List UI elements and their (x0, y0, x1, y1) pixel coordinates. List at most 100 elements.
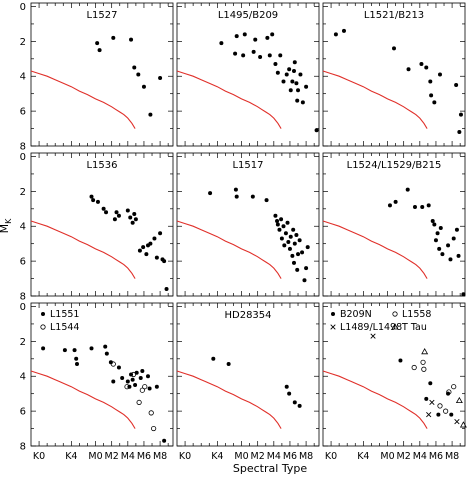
data-point (241, 53, 246, 58)
data-point (424, 65, 429, 70)
x-tick-label: M0 (234, 451, 248, 462)
data-point (164, 287, 169, 292)
data-point (421, 366, 427, 372)
data-point (451, 236, 456, 241)
y-axis-label: MK (0, 218, 13, 234)
data-point (258, 55, 263, 60)
data-point (287, 246, 292, 251)
data-point (393, 199, 398, 204)
reference-curve (30, 70, 136, 129)
x-tick-label: M4 (267, 451, 281, 462)
data-point (219, 41, 224, 46)
data-point (284, 72, 289, 77)
data-point (283, 231, 288, 236)
y-tick-label: 2 (20, 337, 26, 348)
data-point (129, 37, 134, 42)
data-point (304, 266, 309, 271)
data-point (142, 384, 148, 390)
y-tick-label: 0 (20, 2, 26, 13)
data-point (305, 245, 310, 250)
data-point (162, 259, 167, 264)
y-tick-label: 4 (20, 222, 26, 233)
data-point (154, 255, 159, 260)
data-point (406, 67, 411, 72)
data-point (133, 382, 138, 387)
panel-1: 0 2 4 6 8 L1527 (20, 2, 174, 153)
data-point (111, 35, 116, 40)
data-point (108, 360, 113, 365)
data-point (111, 379, 116, 384)
data-point (279, 217, 284, 222)
data-point (287, 391, 292, 396)
legend-marker (330, 324, 336, 330)
data-point (162, 438, 167, 443)
data-point (424, 396, 429, 401)
data-point (437, 72, 442, 77)
data-point (233, 51, 238, 56)
panel-frame (30, 302, 174, 447)
data-point (114, 210, 119, 215)
panel-6: L1524/L1529/B215 (322, 152, 466, 297)
data-point (284, 384, 289, 389)
data-point (437, 246, 442, 251)
data-point (436, 412, 441, 417)
data-point (370, 333, 376, 339)
data-point (158, 231, 163, 236)
panel-title: L1524/L1529/B215 (347, 160, 442, 171)
data-point (208, 191, 213, 196)
data-point (275, 219, 280, 224)
data-point (116, 213, 121, 218)
panel-title: L1517 (232, 160, 263, 171)
panel-frame (176, 2, 320, 147)
panel-title: L1495/B209 (218, 10, 278, 21)
x-tick-label: M2 (397, 451, 411, 462)
data-point (267, 53, 272, 58)
data-point (137, 248, 142, 253)
data-point (151, 425, 157, 432)
data-point (264, 198, 269, 203)
legend-label: L1544 (50, 322, 79, 333)
panel-5: L1517 (176, 152, 320, 297)
data-point (446, 389, 452, 395)
data-point (429, 93, 434, 98)
panel-title: HD28354 (224, 310, 271, 321)
data-point (97, 48, 102, 53)
data-point (281, 224, 286, 229)
data-point (428, 79, 433, 84)
data-point (294, 81, 299, 86)
data-point (314, 128, 319, 133)
data-point (412, 205, 417, 210)
x-tick-label: M8 (299, 451, 313, 462)
y-tick-label: 6 (20, 407, 26, 418)
reference-curve (322, 220, 428, 279)
data-point (433, 238, 438, 243)
data-point (449, 412, 454, 417)
x-tick-label: M6 (137, 451, 151, 462)
y-tick-label: 6 (20, 107, 26, 118)
data-point (279, 236, 284, 241)
data-point (300, 250, 305, 255)
reference-curve (176, 370, 282, 429)
x-tick-label: K0 (325, 451, 337, 462)
data-point (440, 252, 445, 257)
panel-frame (322, 152, 466, 297)
data-point (95, 199, 100, 204)
data-point (341, 28, 346, 33)
data-point (281, 79, 286, 84)
legend-label: L1558 (402, 309, 431, 320)
data-point (72, 348, 77, 353)
panel-3: L1521/B213 (322, 2, 466, 147)
data-point (89, 194, 94, 199)
y-tick-label: 2 (20, 187, 26, 198)
data-point (429, 399, 435, 406)
data-point (103, 344, 108, 349)
panel-frame (322, 302, 466, 447)
data-point (294, 232, 299, 237)
data-point (288, 234, 293, 239)
data-point (455, 396, 463, 404)
legend-label: B209N (340, 309, 372, 320)
reference-curve (176, 220, 282, 279)
data-point (290, 253, 295, 258)
